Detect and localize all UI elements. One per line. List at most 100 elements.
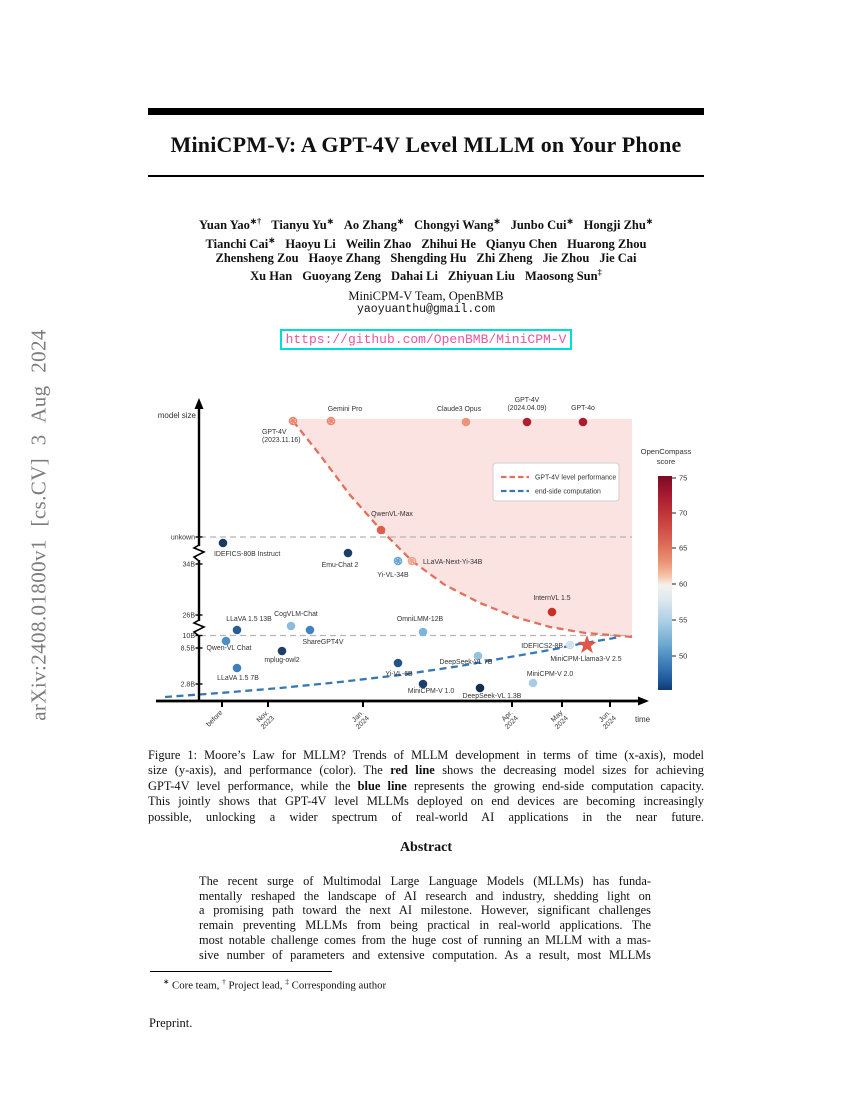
data-point-Yi-VL-6B [393, 658, 403, 668]
data-point-InternVL 1.5 [547, 607, 557, 617]
author-name: Hongji Zhu∗ [583, 216, 653, 233]
data-point-CogVLM-Chat [286, 621, 296, 631]
author-name: Guoyang Zeng [302, 269, 382, 284]
point-label: QwenVL-Max [371, 511, 413, 518]
paper-title: MiniCPM-V: A GPT-4V Level MLLM on Your P… [170, 132, 682, 157]
author-name: Zhiyuan Liu [447, 269, 515, 284]
data-point-mplug-owl2 [277, 646, 287, 656]
point-label: MiniCPM-V 2.0 [527, 671, 573, 678]
point-label: Claude3 Opus [437, 406, 482, 413]
data-point-IDEFICS2-8B [565, 640, 575, 650]
point-label: IDEFICS-80B Instruct [214, 551, 280, 558]
abstract-text: The recent surge of Multimodal Large Lan… [199, 874, 651, 962]
data-point-Gemini Pro [326, 416, 336, 426]
axis-break [192, 544, 206, 562]
author-name: Zhi Zheng [476, 250, 533, 265]
colorbar-tick-label: 55 [679, 616, 687, 625]
data-point-Yi-VL-34B [393, 556, 403, 566]
author-name: Junbo Cui∗ [510, 216, 574, 233]
data-point-Claude3 Opus [461, 417, 471, 427]
point-label: OmniLMM-12B [397, 616, 444, 623]
legend-label: GPT-4V level performance [535, 475, 616, 482]
colorbar-tick-label: 65 [679, 544, 687, 553]
author-name: Haoyu Li [285, 236, 336, 251]
point-label: mplug-owl2 [264, 657, 299, 664]
author-name: Zhihui He [421, 236, 476, 251]
gpt4v-performance-line [292, 420, 633, 639]
x-axis-label: time [635, 715, 651, 724]
y-tick-label: 2.8B [181, 682, 196, 689]
y-tick-label: 26B [183, 613, 196, 620]
colorbar-title: OpenCompass [641, 447, 692, 456]
axis-break [192, 619, 206, 637]
preprint-label: Preprint. [149, 1016, 193, 1030]
point-label: LLaVA 1.5 13B [226, 616, 272, 623]
point-label: Yi-VL-6B [385, 671, 413, 678]
author-name: Xu Han [250, 269, 293, 284]
point-label: CogVLM-Chat [274, 611, 318, 618]
point-label: GPT-4o [571, 405, 595, 412]
data-point-DeepSeek-VL 1.3B [475, 683, 485, 693]
y-ticks: unkown 34B 26B 10B 8.5B 2.8B [171, 535, 203, 689]
author-name: Maosong Sun‡ [524, 267, 602, 284]
point-label: (2023.11.16) [262, 437, 301, 444]
point-label: MiniCPM-V 1.0 [408, 688, 454, 695]
author-name: Jie Cai [599, 250, 637, 265]
point-label: Qwen-VL Chat [207, 645, 252, 652]
point-label: ShareGPT4V [303, 639, 344, 646]
data-point-DeepSeek-VL 7B [473, 651, 483, 661]
point-label: IDEFICS2-8B [521, 643, 563, 650]
point-label: Yi-VL-34B [377, 572, 409, 579]
point-label: GPT-4V [515, 397, 540, 404]
colorbar-tick-label: 60 [679, 580, 687, 589]
y-tick-label: 34B [183, 562, 196, 569]
data-point-LLaVA 1.5 13B [232, 625, 242, 635]
author-name: Qianyu Chen [485, 236, 558, 251]
data-point-GPT-4V (2024.04.09) [522, 417, 532, 427]
y-tick-label: 10B [183, 633, 196, 640]
data-point-GPT-4V (2023.11.16) [288, 416, 298, 426]
data-point-MiniCPM-V 2.0 [528, 678, 538, 688]
figure1-scatter-chart: model size time before Nov.2023 Jan.2024 Apr.… [156, 397, 692, 731]
point-label: LLaVA 1.5 7B [217, 675, 259, 682]
data-point-Emu-Chat 2 [343, 548, 353, 558]
y-tick-label: unkown [171, 535, 195, 542]
colorbar-title: score [657, 457, 676, 466]
legend-label: end-side computation [535, 489, 601, 496]
point-label: Gemini Pro [328, 406, 363, 413]
contact-email: yaoyuanthu@gmail.com [356, 303, 496, 316]
point-label: Emu-Chat 2 [322, 562, 359, 569]
point-label: (2024.04.09) [507, 405, 546, 412]
github-link-wrap: https://github.com/OpenBMB/MiniCPM-V [148, 329, 704, 350]
author-name: Ao Zhang∗ [343, 216, 405, 233]
data-point-OmniLMM-12B [418, 627, 428, 637]
axes: model size time [156, 398, 651, 724]
data-point-IDEFICS-80B Instruct [218, 538, 228, 548]
figure1-caption: Figure 1: Moore’s Law for MLLM? Trends o… [148, 748, 705, 824]
y-tick-label: 8.5B [181, 646, 196, 653]
author-name: Shengding Hu [390, 250, 467, 265]
colorbar-tick-label: 70 [679, 509, 687, 518]
data-point-ShareGPT4V [305, 625, 315, 635]
abstract-heading: Abstract [399, 840, 453, 855]
point-label: LLaVA-Next-Yi-34B [423, 559, 483, 566]
point-label: DeepSeek-VL 1.3B [463, 693, 522, 700]
data-point-Qwen-VL Chat [221, 636, 231, 646]
author-name: Yuan Yao∗† [199, 216, 262, 233]
star-point-MiniCPM-Llama3-V 2.5 [577, 635, 597, 654]
data-point-QwenVL-Max [376, 525, 386, 535]
github-link[interactable]: https://github.com/OpenBMB/MiniCPM-V [279, 329, 573, 350]
data-point-LLaVA 1.5 7B [232, 663, 242, 673]
x-tick-label: before [205, 709, 224, 728]
chart-legend: GPT-4V level performance end-side computa… [492, 462, 620, 502]
author-name: Dahai Li [391, 269, 438, 284]
author-name: Tianchi Cai∗ [205, 234, 276, 251]
author-name: Huarong Zhou [567, 236, 647, 251]
data-point-MiniCPM-V 1.0 [418, 679, 428, 689]
affiliation-label: MiniCPM-V Team, OpenBMB [348, 289, 504, 303]
point-label: MiniCPM-Llama3-V 2.5 [550, 656, 621, 663]
author-name: Jie Zhou [542, 250, 590, 265]
colorbar-tick-label: 50 [679, 652, 687, 661]
